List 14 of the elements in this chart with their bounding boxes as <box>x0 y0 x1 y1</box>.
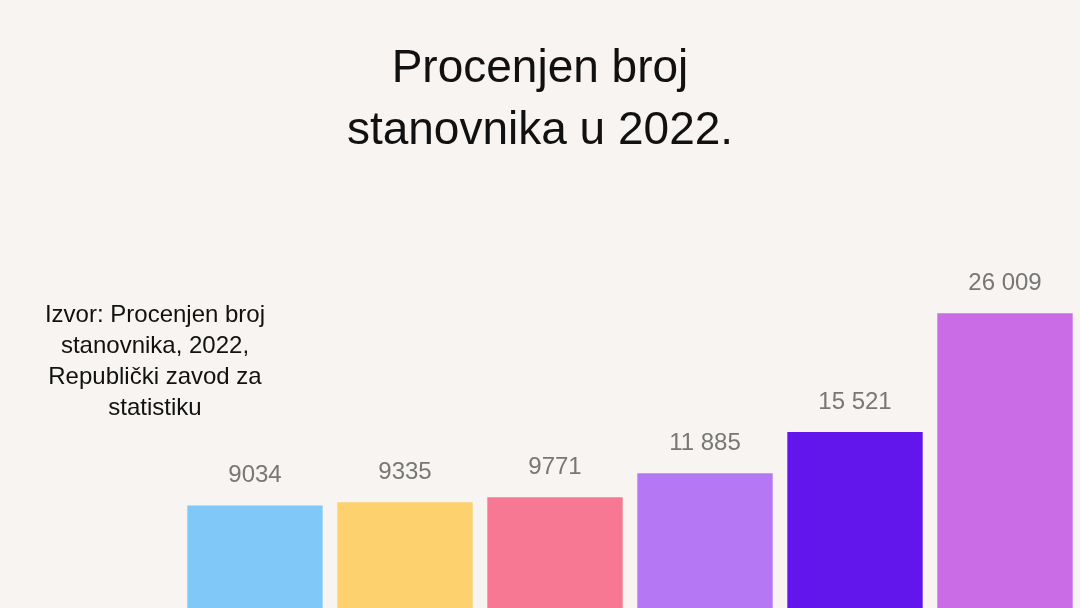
bar <box>187 505 323 608</box>
data-label: 9034 <box>228 460 282 488</box>
data-label: 9771 <box>528 451 582 479</box>
chart-title: Procenjen broj stanovnika u 2022. <box>345 39 735 156</box>
data-label: 9335 <box>378 456 432 484</box>
data-label: 15 521 <box>818 386 892 414</box>
bar <box>637 473 773 608</box>
data-label: 26 009 <box>968 267 1042 295</box>
bar <box>787 432 923 608</box>
bar <box>937 313 1073 608</box>
bar <box>487 497 623 608</box>
data-label: 11 885 <box>669 427 741 455</box>
annotation: Izvor: Procenjen broj stanovnika, 2022, Republički zavod za statistiku <box>43 299 267 422</box>
bar <box>337 502 473 608</box>
